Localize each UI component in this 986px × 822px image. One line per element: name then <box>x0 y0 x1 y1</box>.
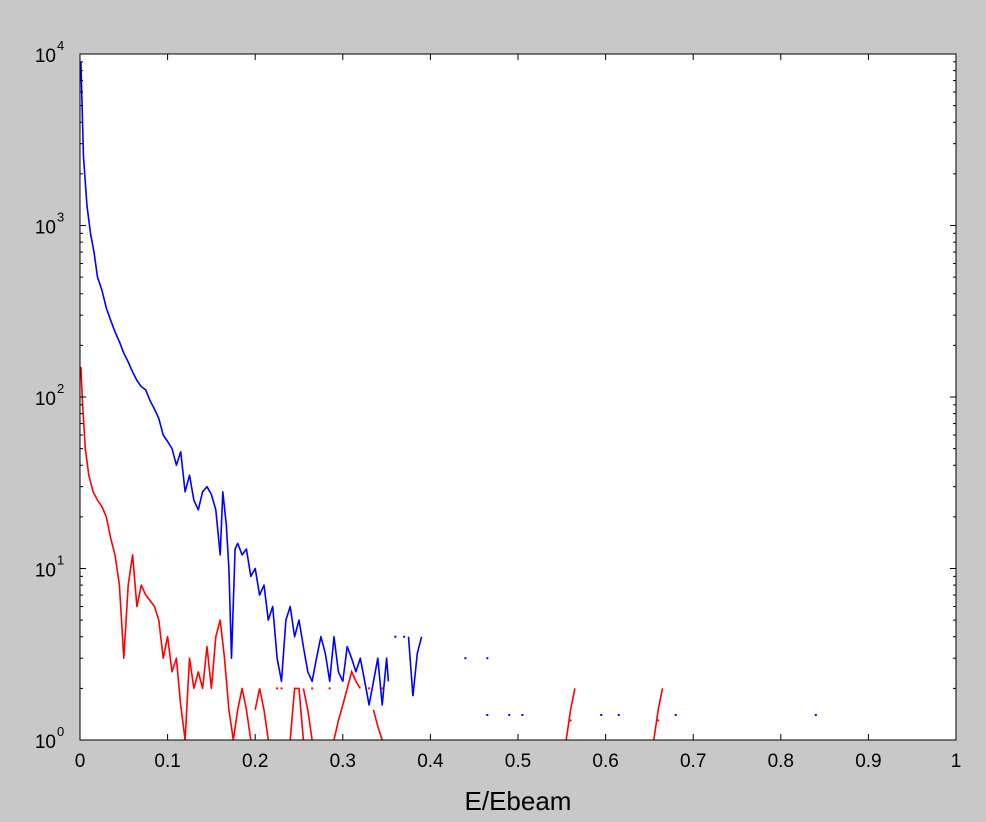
x-tick-label: 0.8 <box>768 751 794 772</box>
blue-series-point <box>464 657 467 660</box>
y-tick-base: 10 <box>35 46 56 67</box>
y-tick-base: 10 <box>35 561 56 582</box>
blue-series <box>80 61 817 716</box>
red-series-segment <box>565 688 576 740</box>
x-tick-label: 0.4 <box>417 751 444 772</box>
x-tick-label: 0.7 <box>680 751 706 772</box>
red-series-point <box>280 687 283 690</box>
blue-series-point <box>674 713 677 716</box>
y-tick-base: 10 <box>35 732 56 753</box>
red-series-point <box>569 719 572 722</box>
y-tick-label: 101 <box>35 553 64 582</box>
y-tick-exponent: 3 <box>57 210 64 225</box>
red-series-point <box>368 687 371 690</box>
x-tick-label: 0.6 <box>592 751 618 772</box>
blue-series-line <box>80 61 390 706</box>
red-series-segment <box>653 688 664 740</box>
red-series-point <box>311 687 314 690</box>
x-tick-label: 0.1 <box>154 751 180 772</box>
red-series-segment <box>289 687 305 740</box>
y-tick-base: 10 <box>35 389 56 410</box>
y-tick-label: 103 <box>35 210 64 239</box>
y-tick-exponent: 4 <box>57 38 64 53</box>
y-tick-exponent: 1 <box>57 553 64 568</box>
red-series-point <box>381 687 384 690</box>
ticks-layer: 0 0.1 0.2 0.3 0.4 0.5 0.6 0.7 0.8 0.9 110010110210… <box>35 38 961 772</box>
series-layer <box>80 61 817 740</box>
plot-area <box>80 54 956 740</box>
series-clip-group <box>80 61 817 740</box>
x-axis-title: E/Ebeam <box>465 786 572 816</box>
y-tick-label: 102 <box>35 381 64 410</box>
x-tick-label: 1 <box>951 751 962 772</box>
y-tick-label: 100 <box>35 724 64 753</box>
blue-series-point <box>814 713 817 716</box>
blue-series-point <box>394 635 397 638</box>
blue-series-segment <box>407 636 423 697</box>
red-series-segment <box>333 669 361 740</box>
red-series-segment <box>372 709 383 740</box>
blue-series-point <box>617 713 620 716</box>
blue-series-point <box>508 713 511 716</box>
y-tick-label: 104 <box>35 38 64 67</box>
blue-series-point <box>486 713 489 716</box>
blue-series-point <box>521 713 524 716</box>
red-series <box>80 366 664 740</box>
red-series-line <box>80 366 252 740</box>
red-series-segment <box>302 688 313 740</box>
x-tick-label: 0.9 <box>855 751 881 772</box>
red-series-point <box>276 687 279 690</box>
blue-series-point <box>403 635 406 638</box>
x-tick-label: 0.3 <box>330 751 356 772</box>
red-series-segment <box>254 688 270 740</box>
y-tick-base: 10 <box>35 218 56 239</box>
y-tick-exponent: 2 <box>57 381 64 396</box>
x-tick-label: 0.2 <box>242 751 268 772</box>
blue-series-point <box>600 713 603 716</box>
x-tick-label: 0 <box>75 751 86 772</box>
blue-series-point <box>486 657 489 660</box>
red-series-point <box>657 719 660 722</box>
red-series-point <box>328 687 331 690</box>
y-tick-exponent: 0 <box>57 724 64 739</box>
x-tick-label: 0.5 <box>505 751 531 772</box>
